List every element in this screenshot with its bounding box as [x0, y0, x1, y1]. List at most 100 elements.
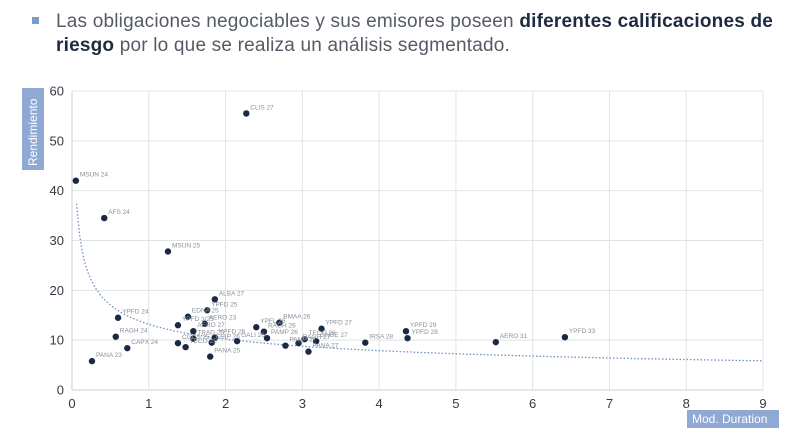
x-tick-label: 9: [759, 396, 766, 411]
data-point: [492, 338, 500, 346]
data-points: [72, 110, 569, 365]
data-point-label: TECO 26: [309, 330, 336, 337]
data-point: [211, 334, 219, 341]
x-tick-label: 3: [299, 396, 306, 411]
data-point: [112, 333, 119, 340]
x-tick-label: 2: [222, 396, 229, 411]
data-point-label: RAGH 24: [120, 328, 148, 335]
data-point: [203, 307, 211, 314]
data-point: [101, 214, 108, 222]
data-point-label: PANA 25: [214, 348, 240, 355]
data-point: [305, 348, 312, 355]
data-point-label: CGCS 25: [182, 334, 210, 341]
x-axis-title-background: [687, 410, 779, 428]
y-axis-title-background: [22, 88, 44, 170]
intro-text-regular-2: por lo que se realiza un análisis segmen…: [114, 35, 510, 56]
intro-text-regular-1: Las obligaciones negociables y sus emiso…: [56, 11, 520, 32]
data-point: [276, 319, 283, 326]
x-tick-label: 0: [68, 396, 75, 411]
data-point-label: AERO 27: [197, 322, 225, 329]
data-point-label: AFS 24: [108, 209, 130, 216]
data-point: [201, 320, 209, 327]
data-point-label: AERO 23: [209, 315, 237, 322]
data-point: [211, 296, 219, 303]
data-point: [243, 110, 250, 117]
data-point-label: IRSA 28: [369, 334, 393, 341]
data-point: [207, 353, 214, 360]
data-point: [124, 344, 131, 352]
data-point-label: EHIP 26: [216, 334, 240, 341]
chart-tick-labels: 0 1 2 3 4 5 6 7 8 9 0 10 20 30 40 50 60: [50, 84, 767, 412]
intro-paragraph: Las obligaciones negociables y sus emiso…: [32, 10, 792, 58]
x-axis-title-text: Mod. Duration: [692, 412, 767, 426]
y-tick-label: 60: [50, 84, 64, 99]
intro-text: Las obligaciones negociables y sus emiso…: [56, 10, 792, 58]
y-tick-label: 10: [50, 333, 64, 348]
data-point-label: GNBE 27: [320, 332, 348, 339]
data-point: [208, 339, 215, 346]
data-point-label: RAGH 27: [302, 334, 330, 341]
x-tick-label: 4: [375, 396, 382, 411]
y-tick-label: 20: [50, 283, 64, 298]
data-point: [233, 337, 241, 345]
x-tick-label: 5: [452, 396, 459, 411]
y-tick-label: 40: [50, 183, 64, 198]
data-point: [190, 327, 197, 335]
data-point-label: CAPX 24: [131, 339, 158, 346]
data-point-label: PANA 23: [96, 352, 122, 359]
y-tick-label: 50: [50, 133, 64, 148]
data-point-label: ALBA 27: [219, 290, 245, 297]
data-point-label: YPFD 33: [569, 328, 596, 335]
data-point-label: TRAD 25: [197, 330, 224, 337]
data-point-label: RAGH 26: [268, 323, 296, 330]
x-tick-label: 1: [145, 396, 152, 411]
data-point-label: GALI 26: [241, 332, 265, 339]
data-point: [260, 328, 268, 335]
data-point: [561, 333, 569, 341]
data-point: [182, 343, 189, 351]
x-tick-label: 6: [529, 396, 536, 411]
data-point-label: BMAA 26: [283, 314, 310, 321]
data-point: [402, 327, 410, 335]
trendline: [75, 203, 763, 362]
data-point: [312, 337, 320, 345]
chart-grid: [71, 90, 764, 391]
data-point: [114, 314, 122, 321]
data-point: [184, 313, 192, 320]
data-point: [282, 342, 289, 349]
data-point-label: YPFD 28: [412, 329, 439, 336]
data-point: [174, 322, 182, 329]
data-point-label: YPFD 27: [326, 320, 353, 327]
data-point-label: AERO 31: [500, 333, 528, 340]
x-tick-label: 7: [606, 396, 613, 411]
x-tick-label: 8: [683, 396, 690, 411]
data-point: [72, 177, 80, 184]
data-point: [295, 339, 302, 347]
data-point: [362, 339, 369, 346]
y-axis-title-text: Rendimiento: [26, 98, 40, 166]
data-point-labels: CLIS 27 MSUN 24 AFS 24 MSUN 25 ALBA 27 YPFD 2…: [80, 104, 596, 359]
data-point: [164, 248, 172, 255]
data-point-label: YPFD 25: [211, 301, 238, 308]
data-point-label: TECO 25: [190, 338, 217, 345]
data-point-label: YPFD 29: [410, 322, 437, 329]
data-point-label: YPFD 3/25: [182, 316, 214, 323]
data-point-label: PANA 27: [312, 343, 338, 350]
data-point: [174, 339, 182, 347]
data-point: [88, 357, 96, 365]
y-axis-title: Rendimiento: [22, 88, 44, 170]
data-point-label: MSUN 24: [80, 172, 109, 179]
bullet-square-icon: [32, 17, 39, 24]
data-point-label: MSUN 25: [172, 242, 201, 249]
y-tick-label: 0: [57, 383, 64, 398]
data-point-label: PAMP 26: [271, 329, 298, 336]
data-point: [301, 335, 308, 343]
data-point-label: YPFL 26: [260, 318, 285, 325]
data-point-label: YPFD 26: [219, 329, 246, 336]
data-point-label: PAMP 27: [289, 337, 316, 344]
data-point-label: YPFD 24: [122, 309, 149, 316]
data-point: [263, 334, 271, 342]
data-point: [318, 325, 325, 332]
data-point: [253, 324, 260, 331]
